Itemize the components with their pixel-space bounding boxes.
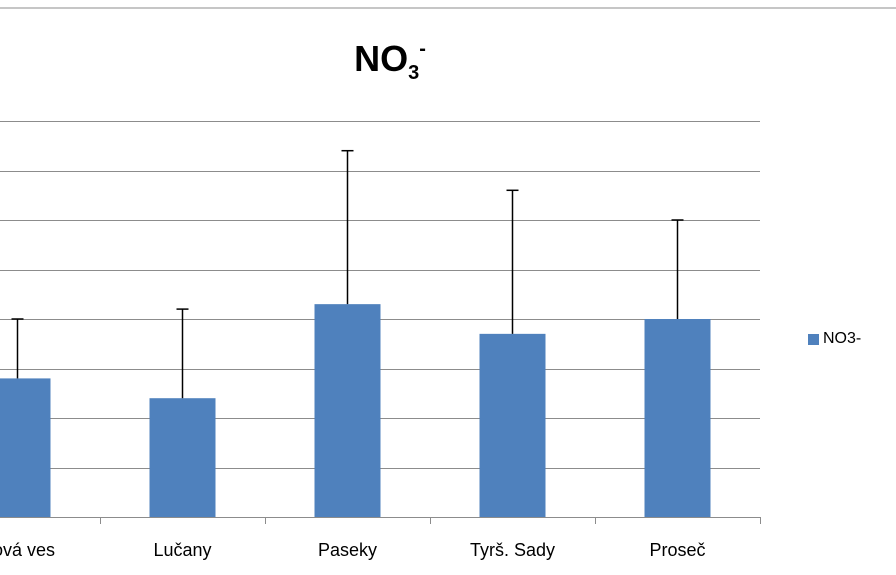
x-tick-label: Nová ves	[0, 540, 55, 560]
bar	[314, 304, 381, 517]
x-tick-label: Lučany	[153, 540, 211, 560]
bar	[149, 398, 216, 517]
x-tick-label: Tyrš. Sady	[470, 540, 555, 560]
bar	[479, 333, 546, 517]
bar	[0, 378, 51, 517]
legend-label: NO3-	[823, 330, 862, 347]
x-tick-label: Paseky	[318, 540, 377, 560]
chart-title: NO3-	[354, 38, 426, 84]
bar	[644, 319, 711, 517]
legend: NO3-	[808, 330, 861, 348]
legend-swatch	[808, 333, 819, 345]
x-tick-label: Proseč	[649, 540, 705, 560]
